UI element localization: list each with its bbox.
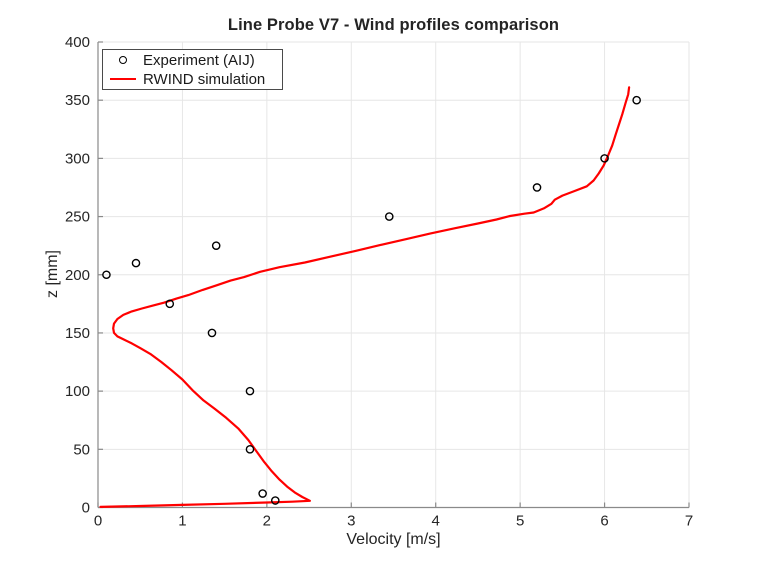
x-tick-label: 5 <box>516 513 524 530</box>
x-tick-label: 7 <box>685 513 693 530</box>
experiment-marker <box>245 386 255 396</box>
y-tick-label: 50 <box>73 441 90 458</box>
x-axis-label: Velocity [m/s] <box>346 531 441 548</box>
x-tick-label: 3 <box>347 513 355 530</box>
experiment-marker <box>384 212 394 221</box>
y-tick-label: 100 <box>65 383 90 400</box>
y-tick-label: 250 <box>65 209 90 226</box>
experiment-marker <box>131 258 141 268</box>
experiment-marker <box>102 270 111 280</box>
experiment-marker <box>632 95 641 105</box>
rwind-simulation-line <box>99 86 631 508</box>
legend-marker-wrap <box>110 56 136 64</box>
x-tick-label: 6 <box>600 513 608 530</box>
x-tick-label: 0 <box>94 513 102 530</box>
experiment-marker <box>258 489 267 498</box>
y-tick-label: 150 <box>65 325 90 342</box>
x-tick-label: 4 <box>432 513 440 530</box>
experiment-marker <box>532 183 542 192</box>
legend-item-label: RWIND simulation <box>143 70 266 88</box>
y-tick-label: 350 <box>65 92 90 109</box>
x-tick-label: 1 <box>178 513 186 530</box>
legend-item-rwind: RWIND simulation <box>110 70 282 88</box>
open-circle-icon <box>119 56 127 64</box>
y-axis-label: z [mm] <box>44 250 61 298</box>
y-tick-label: 300 <box>65 150 90 167</box>
experiment-marker <box>211 241 221 250</box>
experiment-marker <box>165 299 175 309</box>
x-tick-label: 2 <box>263 513 271 530</box>
red-line-icon <box>110 77 136 81</box>
y-tick-label: 0 <box>82 500 90 517</box>
experiment-marker <box>600 154 609 163</box>
legend-item-experiment: Experiment (AIJ) <box>110 51 282 69</box>
y-tick-label: 200 <box>65 267 90 284</box>
experiment-marker <box>245 445 255 454</box>
experiment-marker <box>270 496 280 505</box>
chart-title: Line Probe V7 - Wind profiles comparison <box>227 16 560 34</box>
legend: Experiment (AIJ) RWIND simulation <box>102 49 283 90</box>
legend-line-wrap <box>110 77 136 81</box>
y-tick-label: 400 <box>65 34 90 51</box>
experiment-marker <box>207 328 217 338</box>
legend-item-label: Experiment (AIJ) <box>143 51 255 69</box>
